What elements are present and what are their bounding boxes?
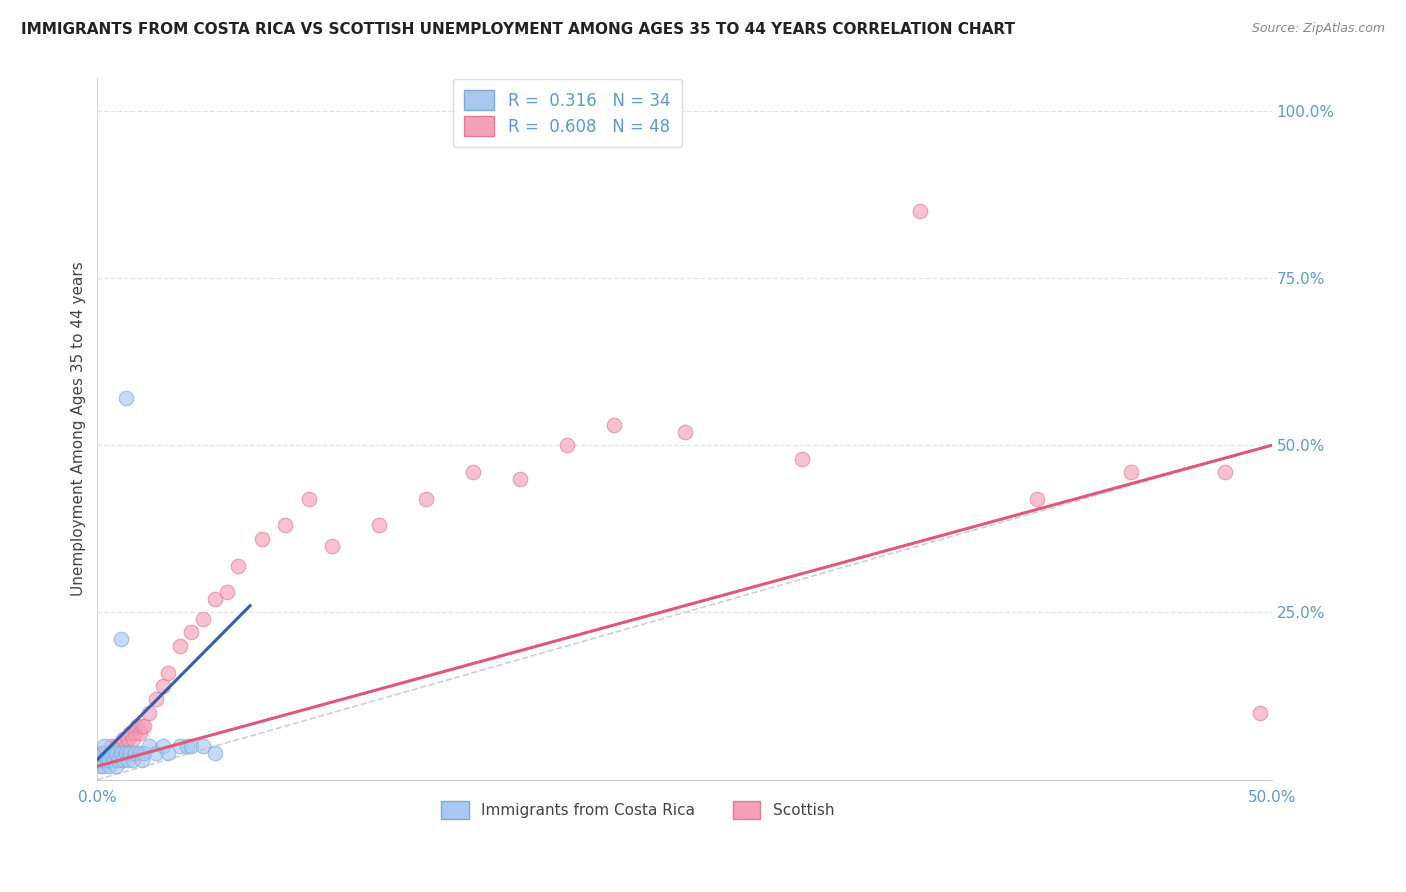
Point (100, 746, 122, 760)
Point (191, 739, 214, 754)
Point (790, 451, 813, 466)
Point (555, 438, 578, 452)
Point (274, 518, 297, 533)
Point (114, 392, 136, 406)
Point (131, 753, 153, 767)
Point (250, 532, 273, 546)
Point (226, 558, 249, 573)
Point (169, 639, 191, 653)
Point (98, 753, 121, 767)
Point (105, 759, 128, 773)
Point (1119, 465, 1142, 479)
Point (114, 746, 136, 760)
Point (204, 746, 226, 760)
Point (191, 612, 214, 626)
Point (107, 753, 129, 767)
Point (152, 739, 174, 754)
Point (112, 732, 135, 747)
Point (1213, 465, 1236, 479)
Point (298, 491, 321, 506)
Text: Source: ZipAtlas.com: Source: ZipAtlas.com (1251, 22, 1385, 36)
Point (98, 753, 121, 767)
Point (98, 746, 121, 760)
Point (96, 746, 118, 760)
Point (368, 518, 391, 533)
Point (93, 739, 115, 754)
Point (93, 753, 115, 767)
Point (180, 739, 202, 754)
Point (105, 739, 128, 754)
Point (127, 719, 149, 733)
Point (96, 753, 118, 767)
Point (156, 665, 179, 680)
Point (107, 746, 129, 760)
Point (124, 746, 146, 760)
Point (509, 472, 531, 486)
Point (463, 465, 485, 479)
Text: IMMIGRANTS FROM COSTA RICA VS SCOTTISH UNEMPLOYMENT AMONG AGES 35 TO 44 YEARS CO: IMMIGRANTS FROM COSTA RICA VS SCOTTISH U… (21, 22, 1015, 37)
Point (603, 418, 626, 433)
Point (131, 719, 153, 733)
Point (152, 679, 174, 693)
Point (138, 739, 160, 754)
Point (138, 706, 160, 720)
Point (114, 739, 136, 754)
Point (110, 739, 132, 754)
Point (89, 759, 111, 773)
Point (908, 204, 931, 219)
Point (156, 746, 179, 760)
Point (128, 746, 150, 760)
Point (145, 746, 167, 760)
Point (100, 739, 122, 754)
Point (98, 759, 121, 773)
Point (91, 753, 114, 767)
Point (93, 759, 115, 773)
Point (415, 491, 437, 506)
Point (134, 719, 156, 733)
Point (673, 425, 696, 439)
Point (180, 625, 202, 640)
Point (215, 585, 238, 599)
Point (1026, 491, 1049, 506)
Y-axis label: Unemployment Among Ages 35 to 44 years: Unemployment Among Ages 35 to 44 years (72, 261, 86, 596)
Point (103, 753, 125, 767)
Point (110, 746, 132, 760)
Point (117, 732, 139, 747)
Point (117, 753, 139, 767)
Point (110, 632, 132, 647)
Point (128, 726, 150, 740)
Point (91, 746, 114, 760)
Point (121, 753, 143, 767)
Point (103, 746, 125, 760)
Point (89, 753, 111, 767)
Point (145, 692, 167, 706)
Point (121, 732, 143, 747)
Point (112, 753, 135, 767)
Point (204, 592, 226, 607)
Point (176, 739, 198, 754)
Point (91, 746, 114, 760)
Point (169, 739, 191, 754)
Point (1249, 706, 1271, 720)
Point (321, 539, 343, 553)
Legend: Immigrants from Costa Rica, Scottish: Immigrants from Costa Rica, Scottish (434, 795, 841, 824)
Point (120, 726, 142, 740)
Point (120, 746, 142, 760)
Point (124, 726, 146, 740)
Point (134, 746, 156, 760)
Point (105, 746, 128, 760)
